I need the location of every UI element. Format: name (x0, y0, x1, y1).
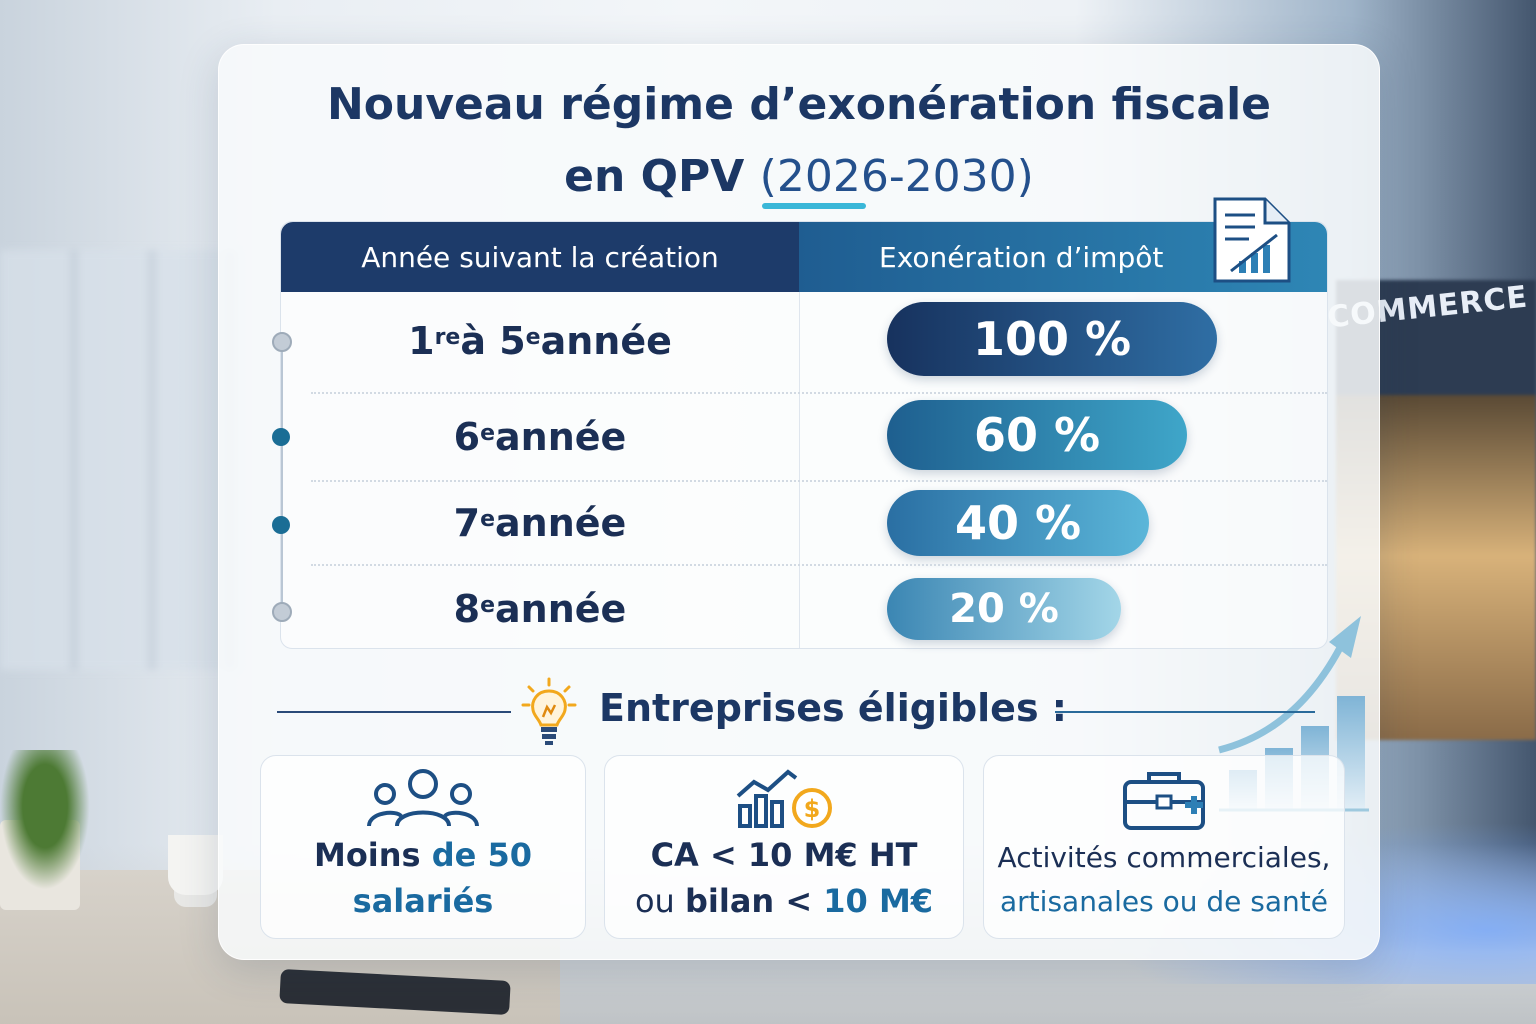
plant (0, 750, 90, 890)
header-year: Année suivant la création (281, 222, 799, 292)
svg-text:$: $ (804, 795, 821, 823)
exemption-pill: 100 % (887, 302, 1217, 376)
title-underline (762, 203, 866, 209)
office-window (0, 250, 240, 670)
people-group-icon (367, 769, 479, 827)
exemption-pill: 20 % (887, 578, 1121, 640)
title-line-1: Nouveau régime d’exonération fiscale (326, 79, 1272, 130)
timeline-line (281, 344, 283, 608)
title-years: (2026-2030) (759, 151, 1034, 202)
timeline-dot (272, 332, 292, 352)
lightbulb-icon (521, 677, 577, 745)
section-divider-right (1055, 711, 1315, 713)
timeline-dot (272, 516, 290, 534)
eligibility-card-revenue: $ CA < 10 M€ HT ou bilan < 10 M€ (604, 755, 964, 939)
eligibility-revenue-text: CA < 10 M€ HT ou bilan < 10 M€ (634, 836, 934, 920)
row-divider (311, 392, 1327, 394)
row-divider (311, 480, 1327, 482)
section-divider-left (277, 711, 511, 713)
exemption-table: Année suivant la création Exonération d’… (272, 221, 1369, 812)
eligibility-employees-text: Moins de 50 salariés (313, 836, 533, 920)
title-line-2: en QPV (564, 151, 760, 202)
eligibility-card-activities: Activités commerciales, artisanales ou d… (983, 755, 1345, 939)
eligible-title: Entreprises éligibles : (599, 686, 1067, 730)
exemption-pill: 60 % (887, 400, 1187, 470)
briefcase-medical-icon (1123, 772, 1205, 830)
report-document-icon (1213, 197, 1291, 283)
eligibility-activities-text: Activités commerciales, artisanales ou d… (997, 841, 1331, 918)
row-divider (311, 564, 1327, 566)
revenue-chart-icon: $ (736, 769, 832, 828)
column-divider (799, 292, 800, 648)
timeline-dot (272, 428, 290, 446)
eligibility-card-employees: Moins de 50 salariés (260, 755, 586, 939)
coffee-cup (168, 835, 223, 895)
exemption-pill: 40 % (887, 490, 1149, 556)
page-title: Nouveau régime d’exonération fiscale en … (219, 69, 1379, 213)
table-header: Année suivant la création Exonération d’… (281, 222, 1327, 292)
timeline-dot (272, 602, 292, 622)
info-card: Nouveau régime d’exonération fiscale en … (218, 44, 1380, 960)
